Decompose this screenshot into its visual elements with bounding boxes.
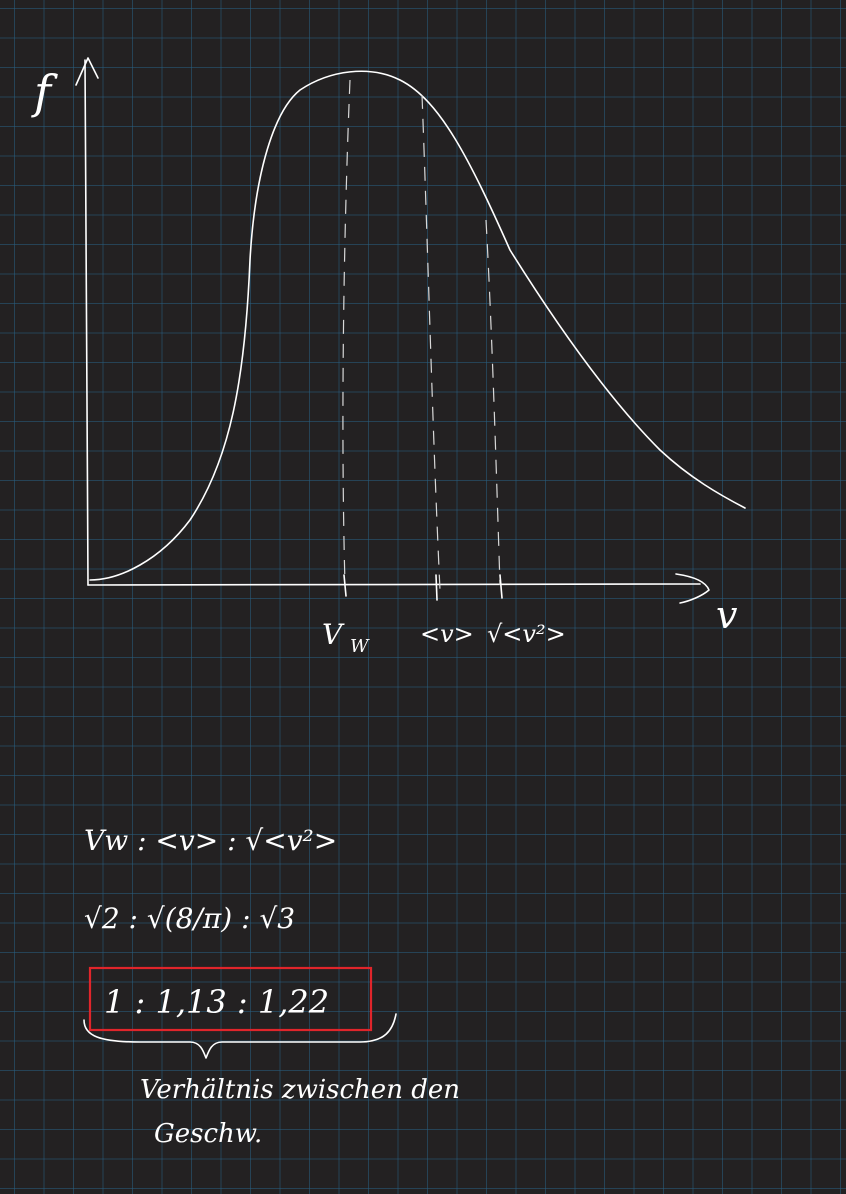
guide-line-rms-v — [485, 219, 501, 586]
marker-label-mean-v: <v> — [420, 620, 474, 648]
marker-label-rms-v: √<v²> — [487, 620, 566, 648]
maxwell-distribution-curve — [89, 70, 746, 581]
ratio-root-line: √2 : √(8/π) : √3 — [84, 902, 295, 935]
ratio-numeric-result: 1 : 1,13 : 1,22 — [104, 983, 329, 1021]
x-axis-arrow — [675, 573, 710, 604]
axes — [75, 57, 710, 604]
tick-v-w — [343, 574, 347, 597]
y-axis-arrow — [75, 57, 99, 86]
y-axis-label: f — [31, 65, 58, 119]
x-axis — [87, 583, 701, 586]
tick-mean-v — [435, 574, 438, 601]
result-highlight-box — [88, 966, 373, 1032]
caption-line-2: Geschw. — [154, 1119, 262, 1149]
ratio-symbolic-line: Vw : <v> : √<v²> — [84, 824, 337, 857]
underbrace — [83, 1013, 397, 1059]
guide-line-mean-v — [421, 94, 441, 591]
marker-label-v-w: V — [322, 618, 345, 651]
tick-rms-v — [499, 574, 503, 599]
caption-line-1: Verhältnis zwischen den — [140, 1075, 460, 1105]
guide-line-v-w — [342, 79, 351, 586]
marker-label-v-w-sub: W — [350, 636, 370, 657]
x-axis-label: v — [716, 593, 738, 637]
y-axis — [84, 59, 89, 586]
